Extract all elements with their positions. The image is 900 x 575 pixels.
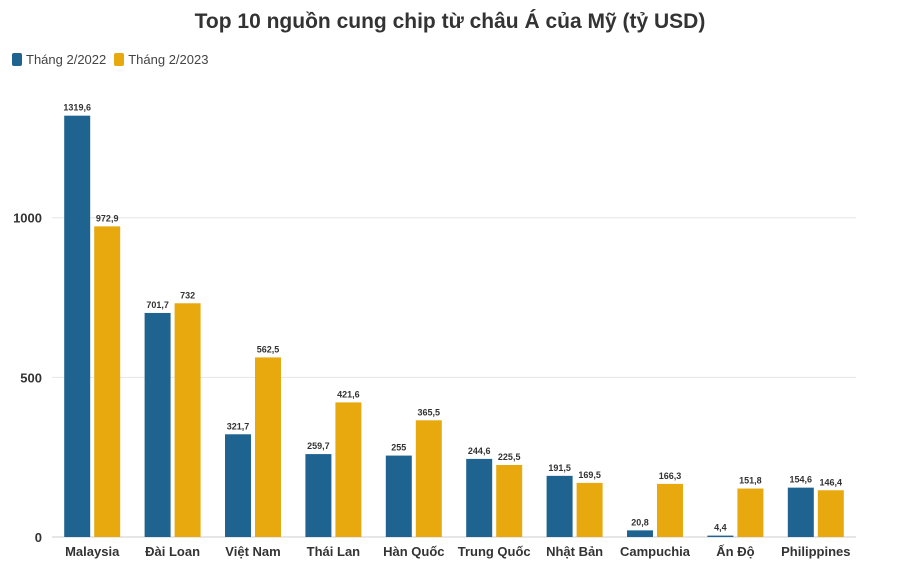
bar-2022[interactable] bbox=[466, 458, 493, 537]
bar-2022[interactable] bbox=[305, 454, 332, 537]
data-label: 365,5 bbox=[418, 407, 441, 417]
bar-2022[interactable] bbox=[225, 434, 251, 537]
data-label: 255 bbox=[391, 443, 406, 453]
data-label: 701,7 bbox=[146, 300, 169, 310]
bar-2022[interactable] bbox=[64, 115, 91, 538]
bar-2022[interactable] bbox=[707, 535, 734, 537]
y-tick-label: 0 bbox=[35, 530, 42, 545]
data-label: 972,9 bbox=[96, 213, 119, 223]
bar-2023[interactable] bbox=[576, 482, 603, 537]
bar-2022[interactable] bbox=[787, 487, 814, 537]
bar-2022[interactable] bbox=[385, 455, 412, 537]
bar-2023[interactable] bbox=[335, 402, 362, 537]
bar-2023[interactable] bbox=[737, 488, 764, 537]
x-category-label: Đài Loan bbox=[145, 544, 200, 559]
x-category-label: Philippines bbox=[781, 544, 850, 559]
bar-2023[interactable] bbox=[657, 483, 683, 537]
x-category-label: Hàn Quốc bbox=[383, 544, 444, 559]
data-label: 225,5 bbox=[498, 452, 521, 462]
data-label: 1319,6 bbox=[63, 103, 91, 113]
x-category-label: Trung Quốc bbox=[458, 544, 531, 559]
data-label: 146,4 bbox=[820, 477, 843, 487]
data-label: 169,5 bbox=[578, 470, 601, 480]
bar-2022[interactable] bbox=[546, 475, 573, 537]
x-category-label: Campuchia bbox=[620, 544, 691, 559]
data-label: 562,5 bbox=[257, 344, 280, 354]
y-tick-label: 1000 bbox=[13, 211, 42, 226]
x-category-label: Thái Lan bbox=[307, 544, 361, 559]
legend-label-2022: Tháng 2/2022 bbox=[26, 52, 107, 67]
bar-2023[interactable] bbox=[496, 465, 523, 537]
data-label: 321,7 bbox=[227, 421, 250, 431]
bar-2023[interactable] bbox=[817, 490, 844, 537]
legend-swatch-2022 bbox=[12, 53, 22, 66]
bar-2023[interactable] bbox=[94, 226, 121, 537]
data-label: 191,5 bbox=[548, 463, 571, 473]
legend-item-2023[interactable]: Tháng 2/2023 bbox=[114, 52, 208, 67]
data-label: 732 bbox=[180, 290, 195, 300]
x-category-label: Malaysia bbox=[65, 544, 120, 559]
data-label: 154,6 bbox=[790, 475, 813, 485]
bar-2023[interactable] bbox=[415, 420, 442, 537]
data-label: 259,7 bbox=[307, 441, 330, 451]
chart-title: Top 10 nguồn cung chip từ châu Á của Mỹ … bbox=[194, 10, 706, 33]
bar-2022[interactable] bbox=[627, 530, 653, 537]
bar-2023[interactable] bbox=[255, 357, 281, 537]
data-label: 151,8 bbox=[739, 476, 762, 486]
legend-swatch-2023 bbox=[114, 53, 125, 66]
x-category-label: Việt Nam bbox=[225, 544, 280, 559]
data-label: 166,3 bbox=[659, 471, 682, 481]
data-label: 20,8 bbox=[631, 517, 649, 527]
legend-label-2023: Tháng 2/2023 bbox=[128, 52, 209, 67]
bar-2023[interactable] bbox=[174, 303, 201, 537]
chart-legend: Tháng 2/2022 Tháng 2/2023 bbox=[12, 52, 216, 67]
bar-2022[interactable] bbox=[144, 312, 171, 537]
data-label: 244,6 bbox=[468, 446, 491, 456]
x-category-label: Ấn Độ bbox=[716, 544, 754, 559]
y-tick-label: 500 bbox=[20, 370, 42, 385]
legend-item-2022[interactable]: Tháng 2/2022 bbox=[12, 52, 106, 67]
x-category-label: Nhật Bản bbox=[546, 544, 603, 559]
data-label: 4,4 bbox=[714, 523, 727, 533]
data-label: 421,6 bbox=[337, 389, 360, 399]
